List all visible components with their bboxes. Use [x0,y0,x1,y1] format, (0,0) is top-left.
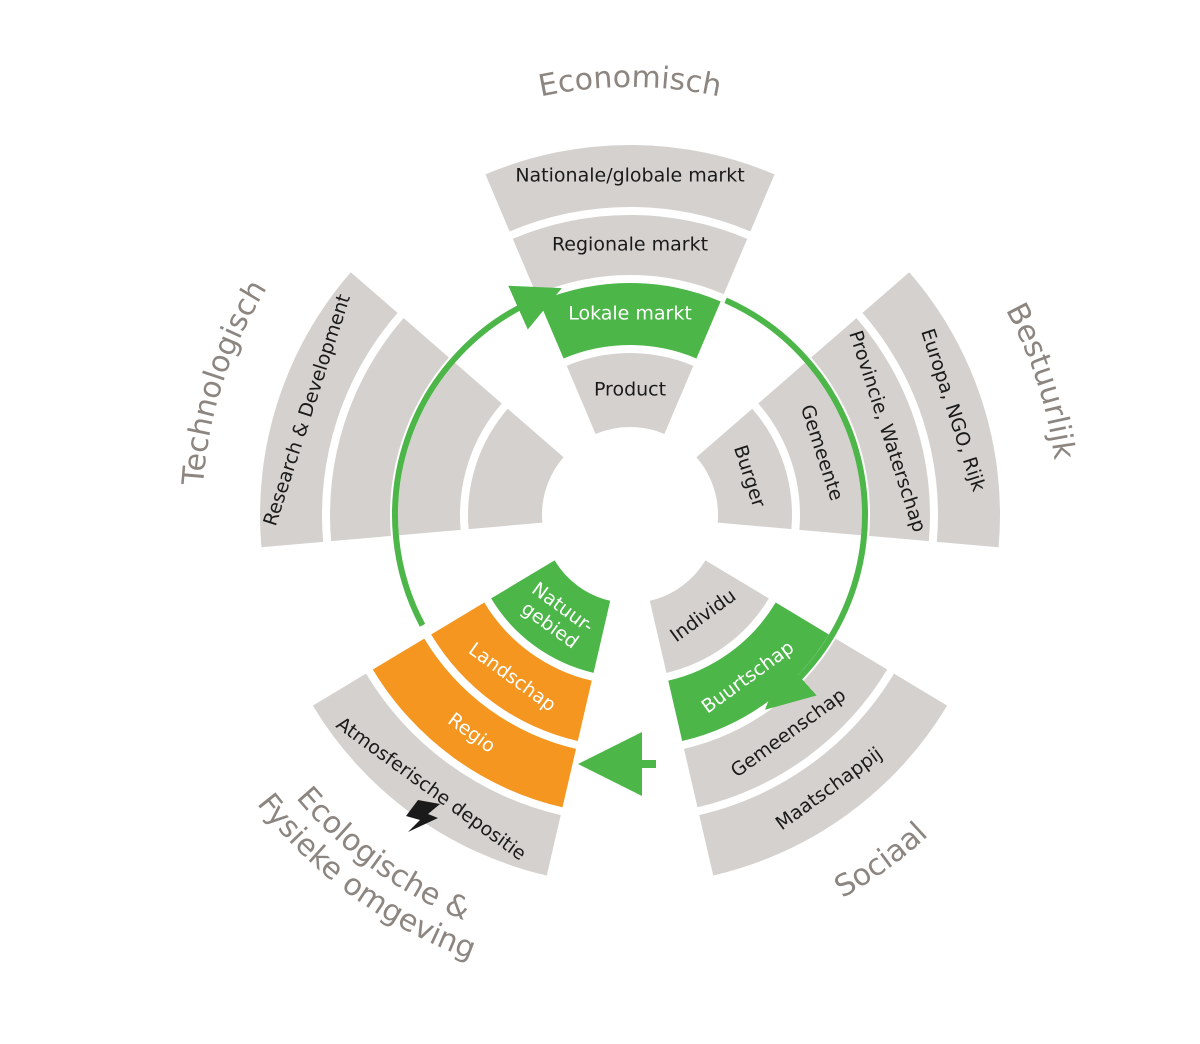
sector-sociaal [649,560,948,876]
cycle-arrows [392,285,868,796]
sectors-layer [260,145,1001,876]
lightning-icon [406,800,440,832]
segment-1-2 [811,318,930,542]
segment-label-0-2: Regionale markt [552,234,708,256]
icon-layer [406,800,440,832]
category-label-1: Bestuurlijk [999,297,1082,462]
segment-1-1 [758,362,862,536]
segment-1-3 [862,272,1001,548]
segment-2-1 [668,602,829,742]
segment-2-3 [699,673,948,876]
segment-4-2 [330,318,449,542]
category-label-text: Economisch [536,60,725,104]
arrow-icon [392,285,562,627]
sector-bestuurlijk [696,272,1001,548]
segment-2-2 [683,638,888,808]
segment-0-3 [485,145,775,232]
sector-economisch [485,145,775,434]
segment-3-3 [312,673,561,876]
segment-4-1 [398,362,502,536]
arrow-icon [724,297,868,710]
segment-3-0 [491,560,611,673]
category-label-text: Technologisch [176,274,274,487]
segment-1-0 [696,408,792,530]
segment-3-2 [372,638,577,808]
segment-0-0 [566,353,694,434]
sector-ecologische-fysieke-omgeving [312,560,611,876]
category-label-4: Technologisch [176,274,274,487]
category-label-0: Economisch [536,60,725,104]
segment-label-0-1: Lokale markt [568,303,692,325]
segment-2-0 [649,560,769,673]
segment-4-0 [468,408,564,530]
segment-0-2 [512,214,748,295]
category-label-2: Sociaal [829,815,935,905]
segment-0-1 [539,283,721,359]
segment-4-3 [260,272,398,548]
segment-3-1 [431,602,592,742]
segment-label-0-3: Nationale/globale markt [515,165,744,187]
category-label-text: Sociaal [829,815,935,905]
category-label-text: Bestuurlijk [999,297,1082,462]
sector-technologisch [260,272,564,548]
segment-label-0-0: Product [594,379,666,401]
